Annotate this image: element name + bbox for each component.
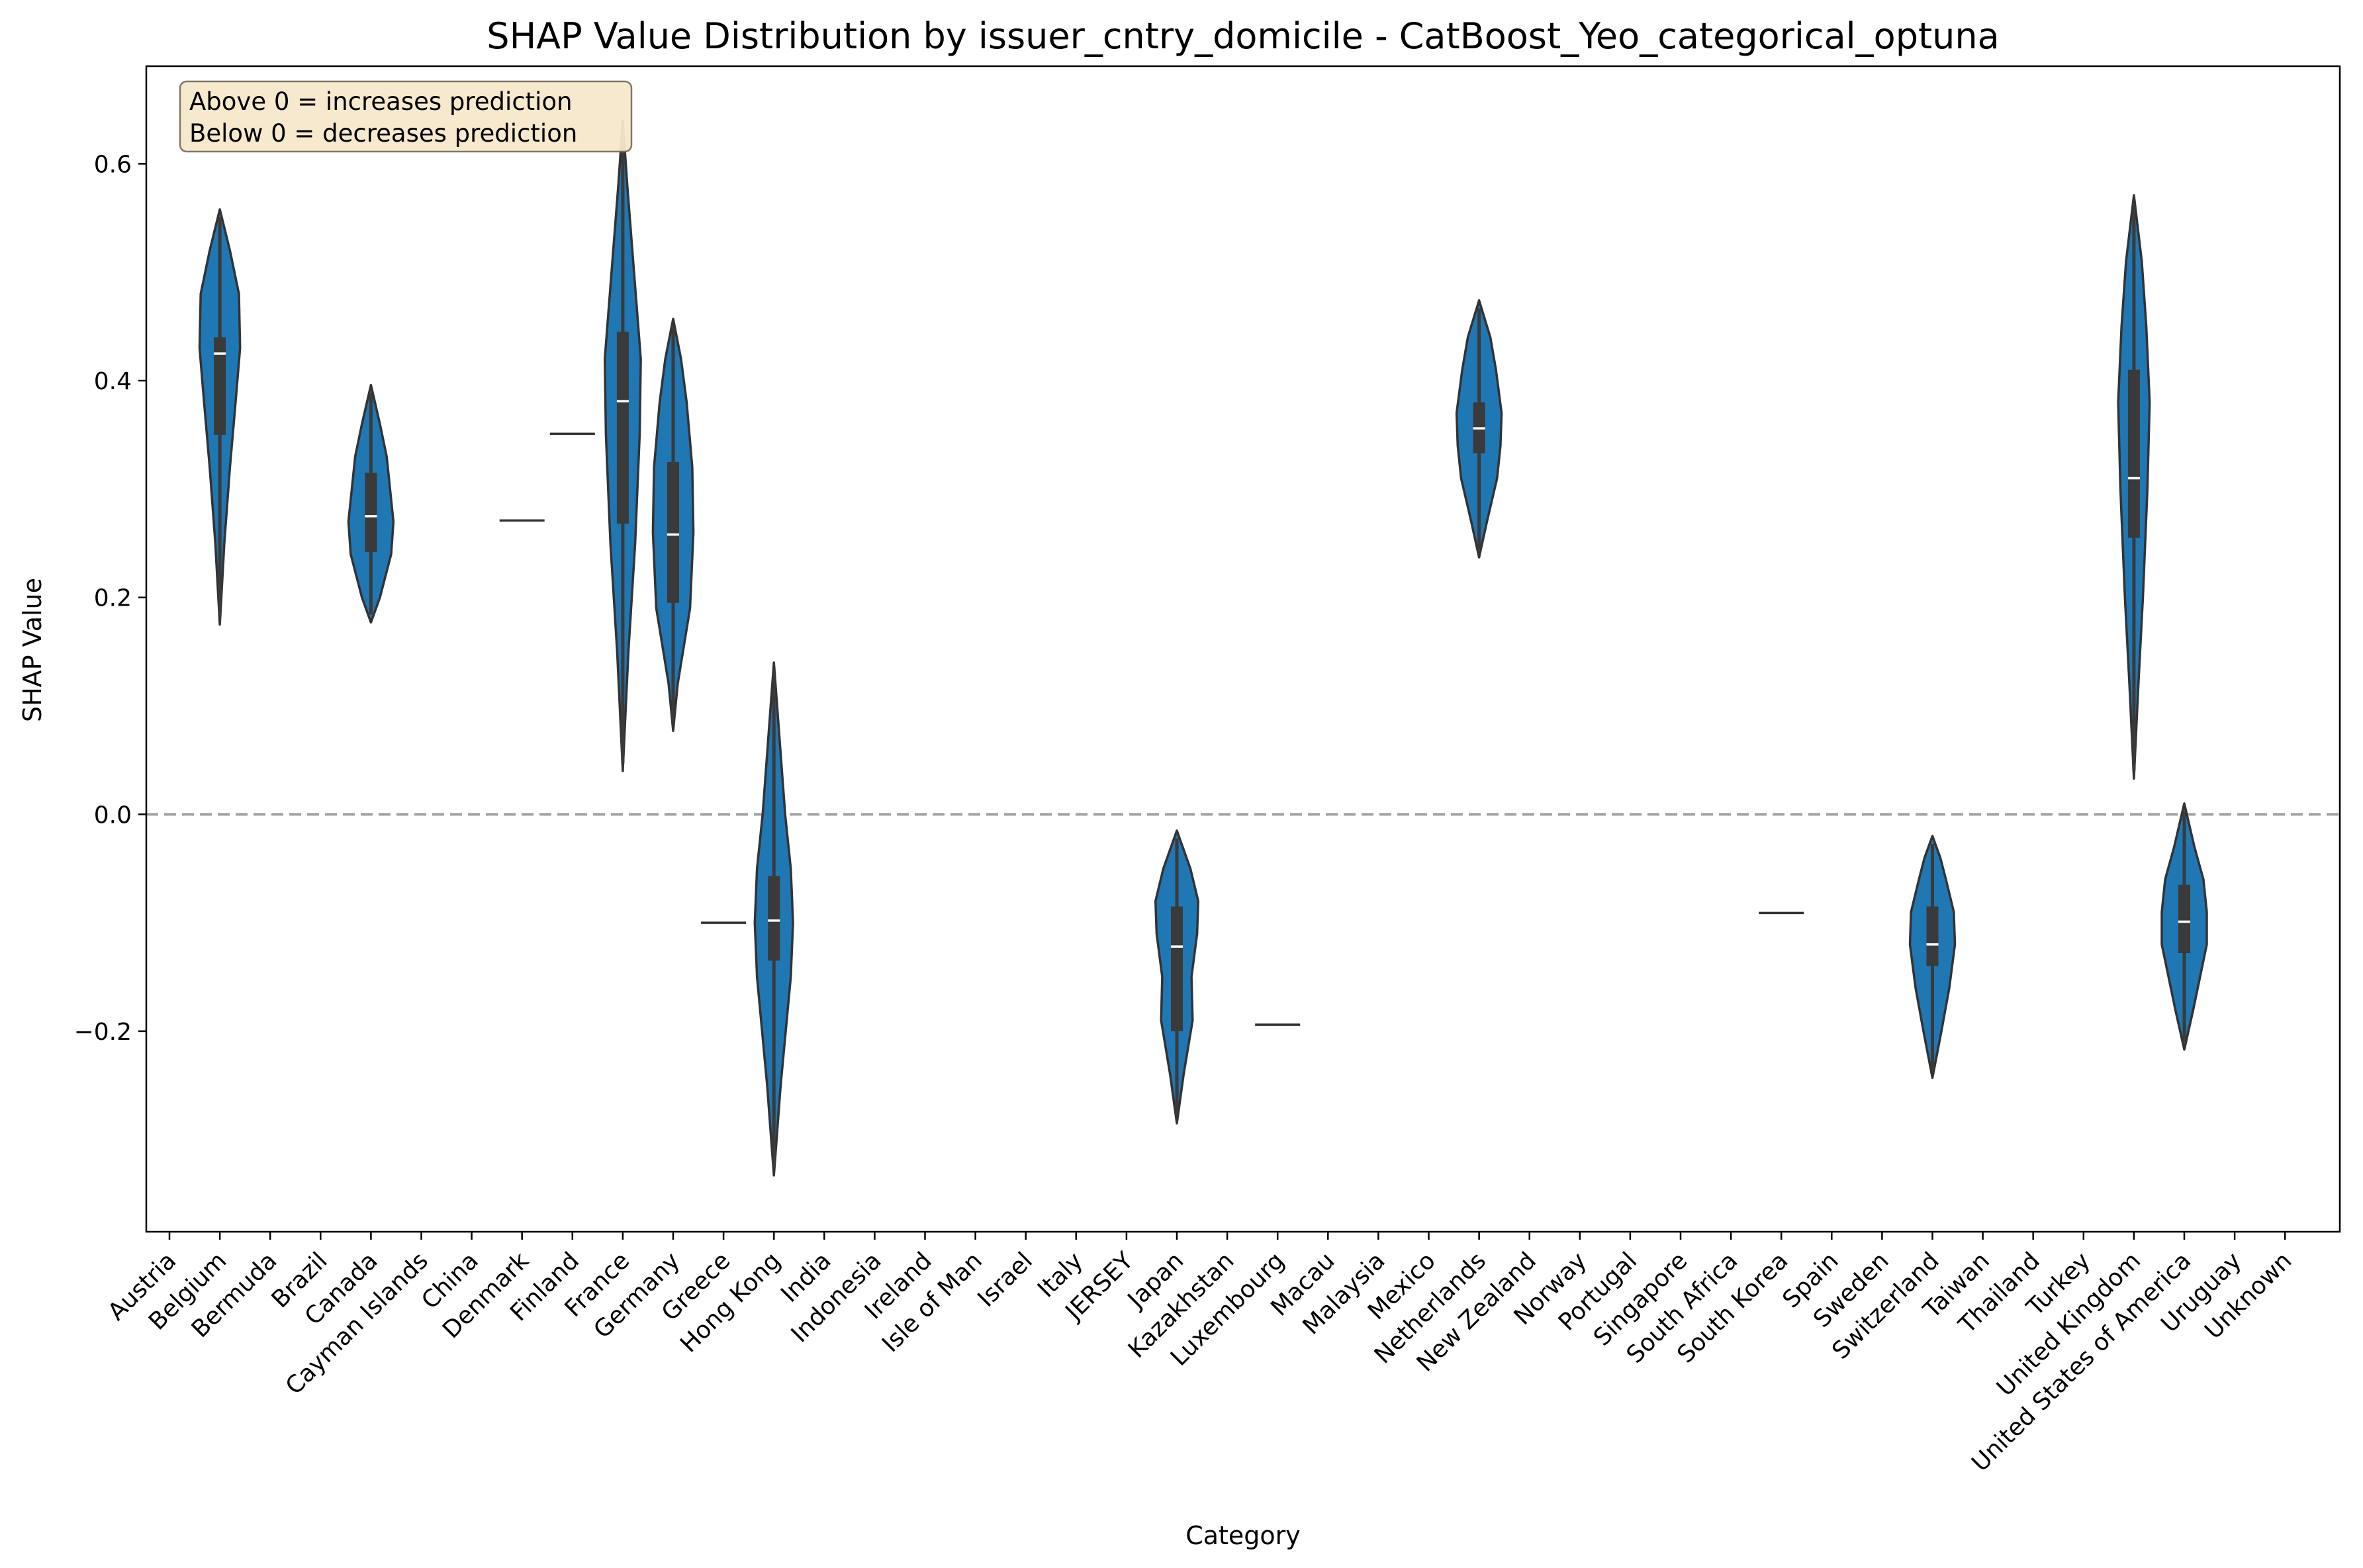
y-tick-label: 0.4 [94,368,132,395]
annotation-line-2: Below 0 = decreases prediction [189,119,577,148]
y-tick-label: 0.6 [94,151,132,178]
annotation-line-1: Above 0 = increases prediction [189,87,573,116]
annotation-box: Above 0 = increases prediction Below 0 =… [179,80,633,153]
violin-iqr-box [768,876,780,961]
y-axis-label: SHAP Value [18,578,47,722]
violin-iqr-box [214,337,226,435]
y-tick-label: 0.2 [94,585,132,612]
x-axis-label: Category [1185,1521,1301,1550]
violin-hong-kong [753,661,794,1177]
violin-united-kingdom [2117,194,2151,780]
violin-iqr-box [1171,906,1183,1031]
plot-frame [145,65,2341,1233]
violin-canada [347,383,395,624]
violin-iqr-box [1926,906,1939,966]
violin-iqr-box [2127,369,2140,538]
chart-title: SHAP Value Distribution by issuer_cntry_… [486,15,1999,57]
violin-iqr-box [365,473,377,552]
violin-france [603,119,642,772]
violin-belgium [198,208,242,626]
y-tick-label: −0.2 [74,1019,132,1046]
violin-japan [1154,829,1200,1125]
violins-layer [198,119,2208,1177]
violin-iqr-box [616,332,629,524]
violin-united-states-of-america [2160,802,2208,1051]
violin-iqr-box [667,461,679,603]
violin-switzerland [1908,835,1957,1080]
violin-germany [651,317,695,732]
violin-netherlands [1455,299,1503,559]
violin-iqr-box [2178,884,2190,953]
y-axis: −0.2 0.0 0.2 0.4 0.6 [74,151,146,1046]
y-tick-label: 0.0 [94,802,132,829]
